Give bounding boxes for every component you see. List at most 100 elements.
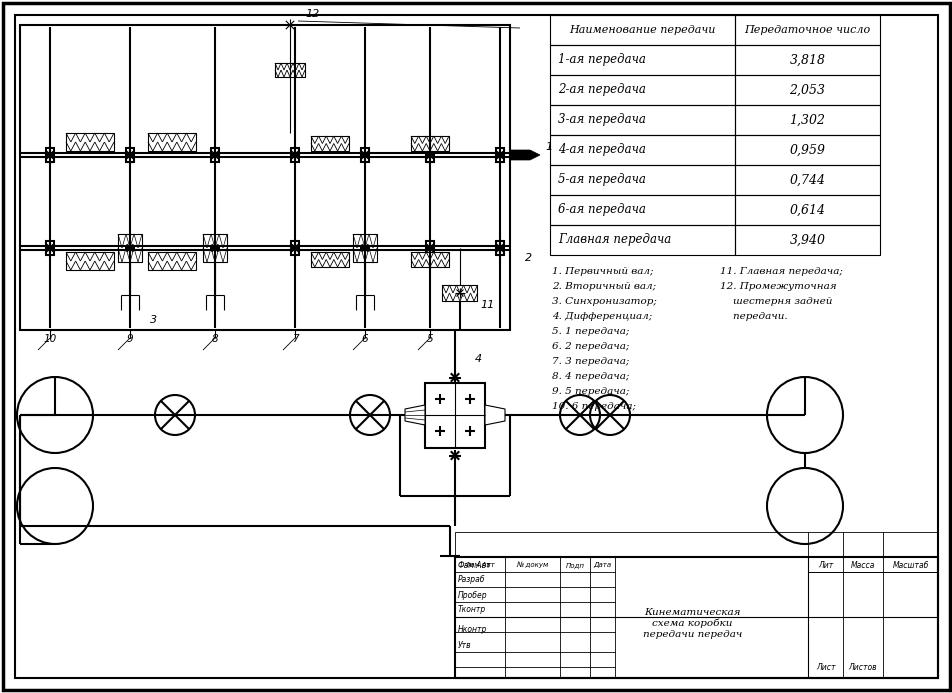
Bar <box>426 148 433 162</box>
Bar <box>734 105 879 135</box>
Text: 4: 4 <box>474 355 482 365</box>
Polygon shape <box>509 150 540 160</box>
Bar <box>442 285 477 301</box>
Text: Наименование передачи: Наименование передачи <box>568 25 715 35</box>
Text: Нконтр: Нконтр <box>458 626 486 635</box>
Bar <box>66 133 114 151</box>
Bar <box>426 241 433 255</box>
Bar <box>210 148 219 162</box>
Bar <box>210 241 219 255</box>
Text: 0,614: 0,614 <box>788 204 824 216</box>
Bar <box>734 135 879 165</box>
Bar <box>734 195 879 225</box>
Text: Фам.Авт: Фам.Авт <box>458 561 491 570</box>
Text: 1: 1 <box>545 142 551 152</box>
Text: Дата: Дата <box>593 562 611 568</box>
Bar <box>310 252 348 267</box>
Text: 12. Промежуточная: 12. Промежуточная <box>720 282 836 291</box>
Bar <box>734 225 879 255</box>
Bar <box>454 532 937 557</box>
Text: 9: 9 <box>127 334 133 344</box>
Bar <box>734 165 879 195</box>
Bar <box>361 241 368 255</box>
Bar <box>549 225 734 255</box>
Text: 2. Вторичный вал;: 2. Вторичный вал; <box>551 282 655 291</box>
Text: 12: 12 <box>305 9 319 19</box>
Text: 2: 2 <box>525 253 531 263</box>
Text: 2-ая передача: 2-ая передача <box>558 83 645 96</box>
Text: 5. 1 передача;: 5. 1 передача; <box>551 327 628 336</box>
Bar <box>126 241 134 255</box>
Bar <box>734 45 879 75</box>
Bar <box>410 252 448 267</box>
Text: Главная передача: Главная передача <box>558 234 670 247</box>
Text: 7: 7 <box>291 334 298 344</box>
Bar <box>148 252 196 270</box>
Bar <box>352 234 377 262</box>
Bar <box>549 45 734 75</box>
Bar <box>549 105 734 135</box>
Bar <box>549 165 734 195</box>
Text: Масштаб: Масштаб <box>891 561 927 570</box>
Text: 3. Синхронизатор;: 3. Синхронизатор; <box>551 297 656 306</box>
Bar <box>66 252 114 270</box>
Bar <box>454 557 937 678</box>
Text: 10. 6 передача;: 10. 6 передача; <box>551 402 635 411</box>
Bar <box>46 241 54 255</box>
Text: Кинематическая
схема коробки
передачи передач: Кинематическая схема коробки передачи пе… <box>642 608 741 639</box>
Bar <box>734 75 879 105</box>
Text: Передаточное число: Передаточное число <box>744 25 870 35</box>
Bar <box>46 148 54 162</box>
Bar <box>495 241 504 255</box>
Bar <box>118 234 142 262</box>
Bar <box>361 148 368 162</box>
Text: 3,818: 3,818 <box>788 53 824 67</box>
Text: Подп: Подп <box>565 562 584 568</box>
Bar <box>290 148 299 162</box>
Text: 1,302: 1,302 <box>788 114 824 127</box>
Text: 1. Первичный вал;: 1. Первичный вал; <box>551 267 653 276</box>
Text: 6: 6 <box>362 334 367 344</box>
Bar <box>495 148 504 162</box>
Bar <box>310 136 348 151</box>
Polygon shape <box>485 405 505 425</box>
Text: 8. 4 передача;: 8. 4 передача; <box>551 372 628 381</box>
Bar <box>148 133 196 151</box>
Text: 6-ая передача: 6-ая передача <box>558 204 645 216</box>
Text: 3-ая передача: 3-ая передача <box>558 114 645 127</box>
Bar <box>20 25 509 330</box>
Text: 11: 11 <box>480 300 494 310</box>
Text: Листов: Листов <box>848 663 877 672</box>
Bar <box>549 195 734 225</box>
Text: 4. Дифференциал;: 4. Дифференциал; <box>551 312 651 321</box>
Text: шестерня задней: шестерня задней <box>720 297 831 306</box>
Text: Пробер: Пробер <box>458 590 487 599</box>
Bar <box>425 383 485 448</box>
Text: Тконтр: Тконтр <box>458 606 486 615</box>
Text: № докум: № докум <box>516 562 548 568</box>
Text: 3: 3 <box>149 315 157 325</box>
Bar <box>275 63 305 77</box>
Text: 4-ая передача: 4-ая передача <box>558 143 645 157</box>
Text: Масса: Масса <box>850 561 874 570</box>
Polygon shape <box>405 405 425 425</box>
Text: 11. Главная передача;: 11. Главная передача; <box>720 267 842 276</box>
Text: 6. 2 передача;: 6. 2 передача; <box>551 342 628 351</box>
Text: 5-ая передача: 5-ая передача <box>558 173 645 186</box>
Bar <box>290 241 299 255</box>
Text: 8: 8 <box>211 334 218 344</box>
Text: 10: 10 <box>44 334 56 344</box>
Bar <box>203 234 227 262</box>
Text: Лист: Лист <box>815 663 834 672</box>
Bar <box>410 136 448 151</box>
Bar <box>549 15 734 45</box>
Text: 2,053: 2,053 <box>788 83 824 96</box>
Text: 0,959: 0,959 <box>788 143 824 157</box>
Text: Фам.Авт: Фам.Авт <box>465 562 495 568</box>
Text: Утв: Утв <box>458 640 471 649</box>
Text: 0,744: 0,744 <box>788 173 824 186</box>
Bar <box>549 135 734 165</box>
Text: 7. 3 передача;: 7. 3 передача; <box>551 357 628 366</box>
Bar <box>126 148 134 162</box>
Text: 1-ая передача: 1-ая передача <box>558 53 645 67</box>
